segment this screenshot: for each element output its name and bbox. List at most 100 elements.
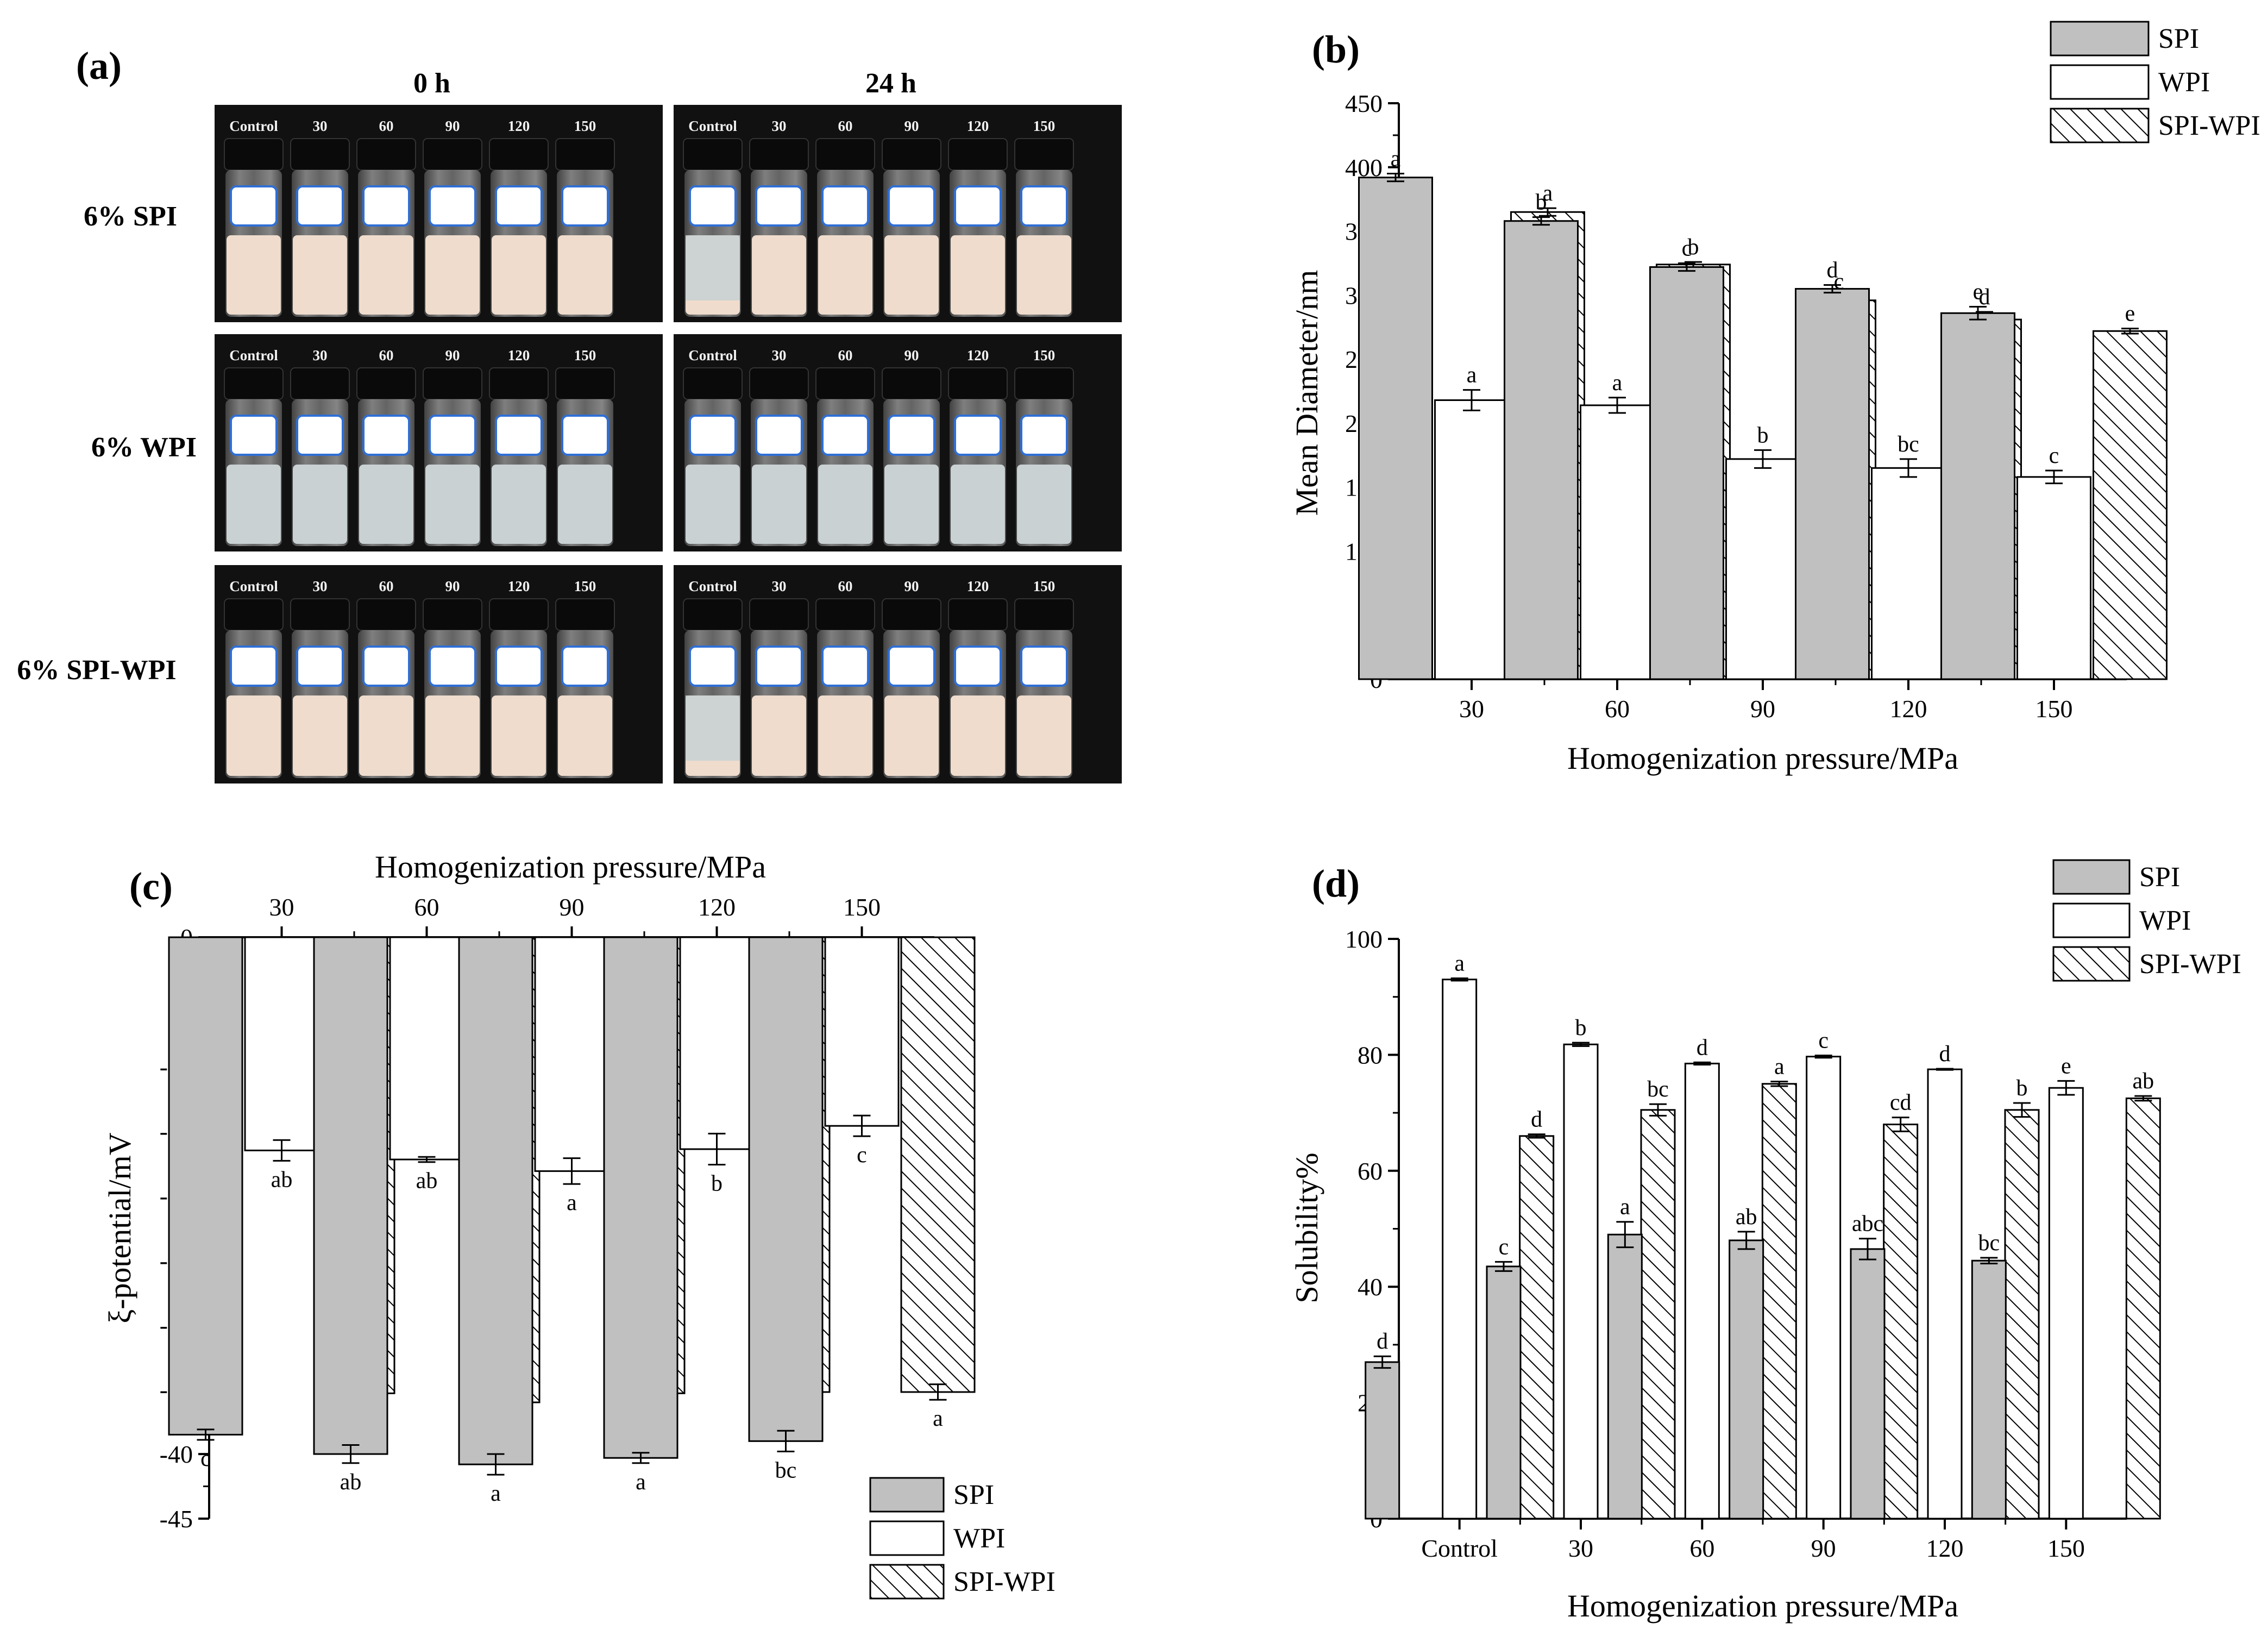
significance-label: ab [2133, 1069, 2154, 1094]
vial-label: 150 [574, 578, 596, 594]
vial-label: 30 [772, 578, 787, 594]
time-label-24h: 24 h [865, 68, 916, 99]
significance-label: a [1620, 1195, 1630, 1220]
vial-cap [290, 138, 350, 171]
vial-liquid [558, 465, 612, 544]
vial-sticker [821, 415, 869, 456]
panel-label-b: (b) [1312, 28, 1360, 71]
bar-wpi [1442, 979, 1478, 1520]
bar-spi [1971, 1259, 2007, 1520]
vial-label: 120 [508, 347, 530, 363]
vial-liquid [359, 695, 413, 776]
legend-label: WPI [953, 1523, 1005, 1554]
photo-panel: (a) 0 h 24 h 6% SPI 6% WPI 6% SPI-WPI Co… [17, 44, 1122, 783]
vial-label: 90 [904, 347, 919, 363]
vial-liquid [425, 235, 480, 315]
vial-cap [815, 367, 875, 400]
bar-spi-wpi [2093, 330, 2168, 680]
vial-label: 150 [1033, 347, 1056, 363]
vial-cap [1014, 367, 1074, 400]
vial-label: 30 [313, 118, 328, 134]
vial-cap [1014, 598, 1074, 631]
y-tick-label: -45 [160, 1505, 193, 1533]
legend-swatch-spi [869, 1477, 945, 1513]
significance-label: a [491, 1481, 501, 1506]
vial-cap [882, 138, 941, 171]
vial-sticker [755, 415, 803, 456]
vial-label: 60 [379, 118, 394, 134]
significance-label: a [1454, 951, 1465, 976]
vial-cap [555, 138, 615, 171]
significance-label: d [1377, 1329, 1388, 1354]
y-tick-label: -40 [160, 1440, 193, 1468]
time-label-0h: 0 h [413, 68, 450, 99]
significance-label: d [1827, 258, 1838, 283]
vial-sticker [888, 645, 935, 687]
x-tick-label: 120 [1926, 1534, 1964, 1562]
significance-label: d [1531, 1107, 1542, 1132]
bar-wpi [2016, 476, 2091, 680]
legend-swatch-spi [2052, 859, 2131, 895]
legend-label: SPI-WPI [2158, 110, 2260, 141]
vial-liquid [492, 235, 546, 315]
vial-sticker [954, 185, 1002, 227]
significance-label: b [711, 1171, 723, 1196]
vial-cap [948, 138, 1008, 171]
legend-label: SPI [2158, 23, 2199, 54]
vial-liquid [1017, 465, 1071, 544]
vial-cap [489, 367, 549, 400]
significance-label: abc [1852, 1212, 1883, 1237]
significance-label: bc [775, 1458, 797, 1483]
vial-sticker [296, 185, 344, 227]
vial-cap [423, 138, 482, 171]
vial-label: 90 [445, 118, 460, 134]
bar-wpi [2048, 1087, 2084, 1520]
bar-wpi [1580, 404, 1655, 680]
significance-label: c [200, 1446, 211, 1471]
significance-label: a [636, 1470, 646, 1495]
vial-liquid [492, 465, 546, 544]
bar-spi [458, 936, 533, 1465]
vial-label: Control [688, 347, 737, 363]
significance-label: d [1697, 1035, 1708, 1060]
x-tick-label: 120 [1890, 695, 1927, 723]
vial-cap [749, 138, 809, 171]
vial-cap [356, 367, 416, 400]
vial-cap [815, 598, 875, 631]
bar-spi [1649, 266, 1724, 680]
vial-liquid [884, 235, 939, 315]
y-tick-label: 40 [1358, 1273, 1383, 1301]
vial-sticker [689, 645, 737, 687]
vial-liquid [227, 695, 281, 776]
bar-spi-wpi [2004, 1109, 2040, 1520]
bar-spi [1358, 177, 1433, 680]
bar-spi [603, 936, 678, 1459]
significance-label: b [1575, 1016, 1587, 1040]
bar-spi [1365, 1361, 1400, 1520]
x-axis-title-c: Homogenization pressure/MPa [375, 849, 766, 885]
vial-separated-layer [686, 695, 740, 761]
y-axis-title-c: ξ-potential/mV [102, 1132, 137, 1323]
significance-label: a [1391, 147, 1401, 172]
legend-label: SPI [953, 1480, 994, 1510]
vial-sticker [561, 185, 609, 227]
chart-panel-c: (c) Homogenization pressure/MPa ξ-potent… [102, 849, 1056, 1600]
vial-cap [882, 367, 941, 400]
bar-spi [1504, 220, 1579, 680]
bar-spi [748, 936, 824, 1442]
legend-swatch-wpi [869, 1520, 945, 1556]
vial-liquid [558, 695, 612, 776]
vial-label: 90 [445, 578, 460, 594]
significance-label: a [1543, 181, 1553, 206]
bar-wpi [534, 936, 610, 1172]
legend-label: SPI-WPI [953, 1566, 1056, 1597]
y-tick-label: 60 [1358, 1157, 1383, 1185]
bar-spi-wpi [1883, 1123, 1919, 1520]
vial-liquid [752, 235, 806, 315]
bar-spi-wpi [1519, 1135, 1555, 1520]
vial-cap [683, 598, 743, 631]
vial-liquid [818, 235, 872, 315]
y-axis-title-b: Mean Diameter/nm [1289, 270, 1324, 516]
legend-label: WPI [2158, 67, 2210, 98]
significance-label: ab [340, 1470, 362, 1495]
